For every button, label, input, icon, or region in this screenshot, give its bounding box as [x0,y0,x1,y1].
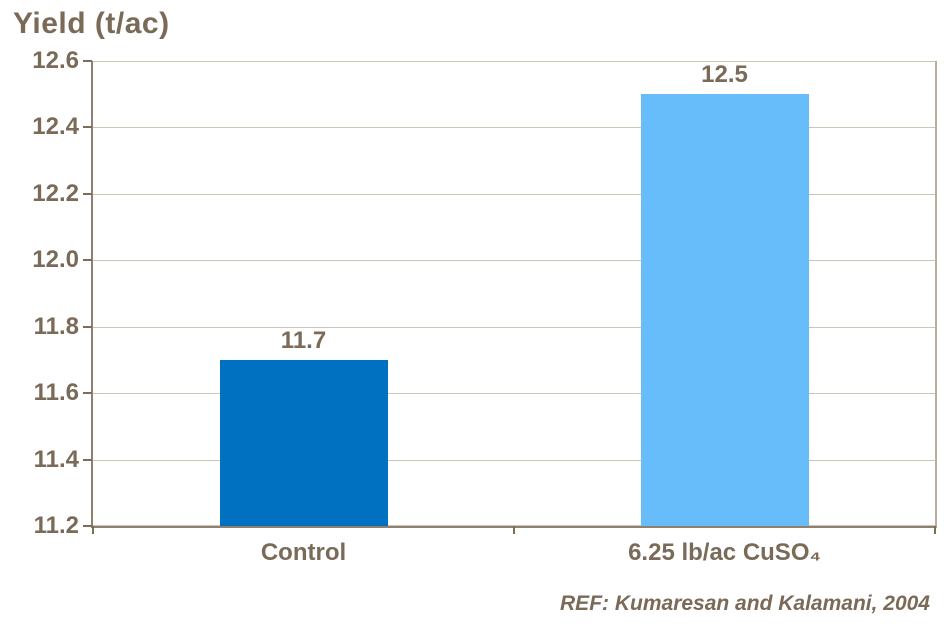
x-axis-tick [513,526,515,534]
chart-title: Yield (t/ac) [13,7,170,40]
gridline [93,61,935,62]
y-axis-tick [83,126,92,129]
bar-value-label: 12.5 [701,61,748,89]
x-axis-label: 6.25 lb/ac CuSO₄ [628,539,821,566]
y-axis-label: 11.8 [33,312,79,340]
x-axis-tick [92,526,94,534]
reference-note: REF: Kumaresan and Kalamani, 2004 [560,592,930,615]
gridline [93,393,935,395]
gridline [93,260,935,262]
y-axis-label: 11.6 [33,379,79,407]
y-axis-label: 11.2 [33,512,79,539]
y-axis-tick [83,325,92,328]
gridline [93,459,935,461]
bar-1 [219,359,388,526]
x-axis-label: Control [260,539,347,566]
y-axis-tick [83,60,92,62]
y-axis-label: 12.6 [32,47,79,74]
gridline [93,326,935,328]
y-axis-tick [83,192,92,195]
y-axis-label: 12.0 [32,246,79,274]
y-axis-label: 12.2 [32,179,79,207]
gridline [93,525,935,526]
bar-value-label: 11.7 [280,326,327,354]
y-axis-tick [83,259,92,262]
y-axis-tick [83,458,92,461]
gridline [93,127,935,129]
gridline [93,193,935,195]
bar-2 [640,94,809,526]
y-axis-tick [83,525,92,527]
y-axis-label: 11.4 [33,445,79,473]
plot-area: 12.6 12.4 12.2 12.0 11.8 11.6 11.4 11.2 11.7 Cont… [32,48,937,566]
y-axis-tick [83,392,92,395]
y-axis-label: 12.4 [32,113,79,141]
x-axis-tick [934,526,936,534]
